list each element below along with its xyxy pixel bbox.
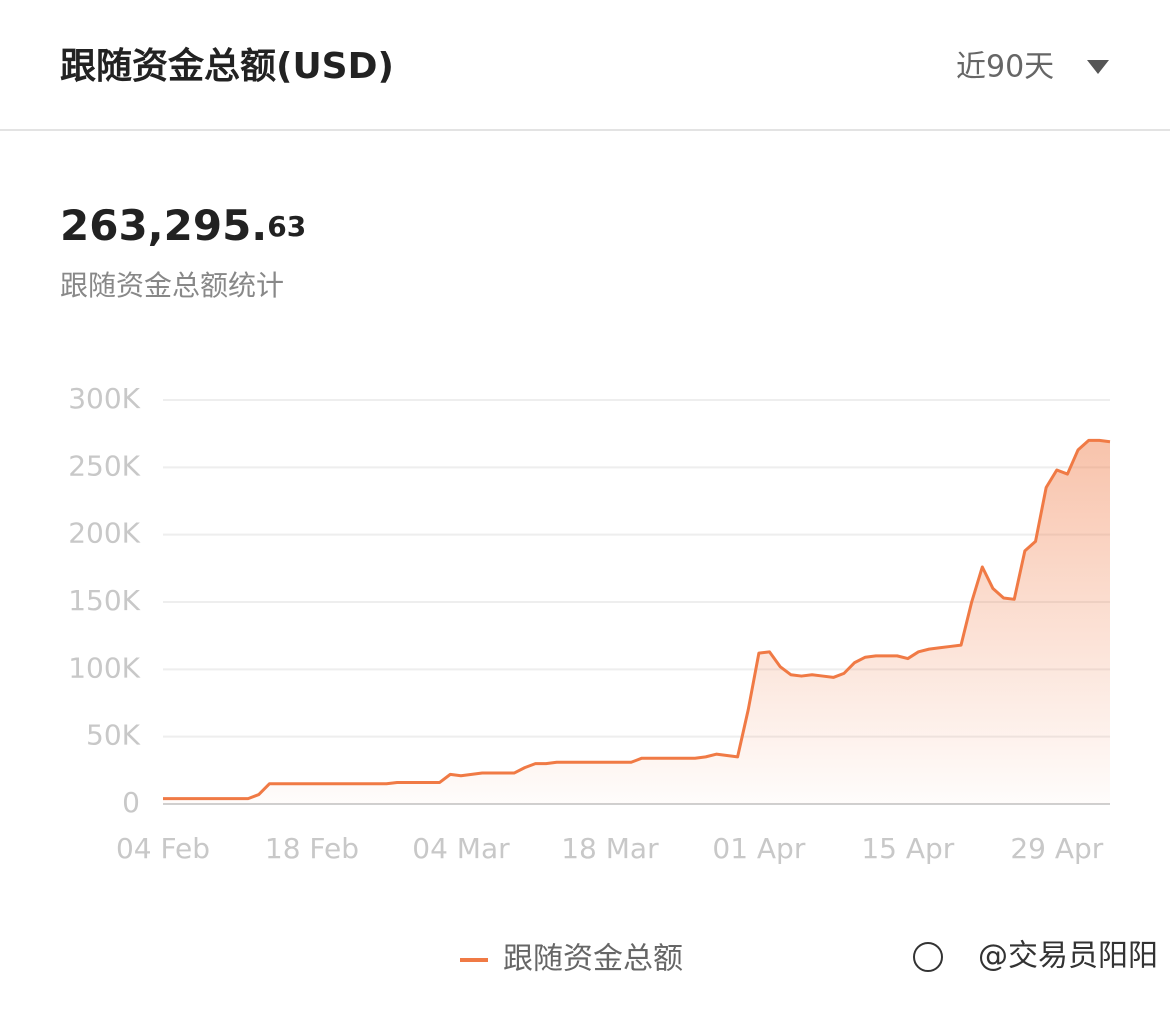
y-tick-label: 150K: [68, 584, 140, 617]
header-title: 跟随资金总额(USD): [60, 45, 394, 87]
x-tick-label: 01 Apr: [712, 832, 805, 865]
y-tick-label: 0: [122, 786, 140, 819]
watermark: @交易员阳阳: [978, 939, 1158, 974]
line: [163, 438, 1111, 801]
y-tick-label: 200K: [68, 517, 140, 550]
dropdown-arrow[interactable]: [1087, 60, 1109, 74]
area: [163, 440, 1110, 804]
total-label: 跟随资金总额统计: [60, 269, 284, 302]
x-tick-label: 29 Apr: [1010, 832, 1103, 865]
y-tick-label: 250K: [68, 449, 140, 482]
range-selector[interactable]: 近90天: [956, 50, 1054, 85]
x-tick-label: 15 Apr: [861, 832, 954, 865]
x-tick-label: 18 Feb: [265, 832, 359, 865]
y-tick-label: 300K: [68, 382, 140, 415]
total-decimals: 63: [267, 210, 306, 243]
total-value: 263,295.63: [60, 201, 306, 250]
x-tick-label: 04 Mar: [412, 832, 510, 865]
watermark-logo: [913, 942, 943, 972]
x-tick-label: 18 Mar: [561, 832, 659, 865]
total-main: 263,295.: [60, 201, 267, 250]
y-tick-label: 100K: [68, 651, 140, 684]
legend-label: 跟随资金总额: [503, 942, 683, 977]
x-tick-label: 04 Feb: [116, 832, 210, 865]
y-tick-label: 50K: [86, 719, 141, 752]
